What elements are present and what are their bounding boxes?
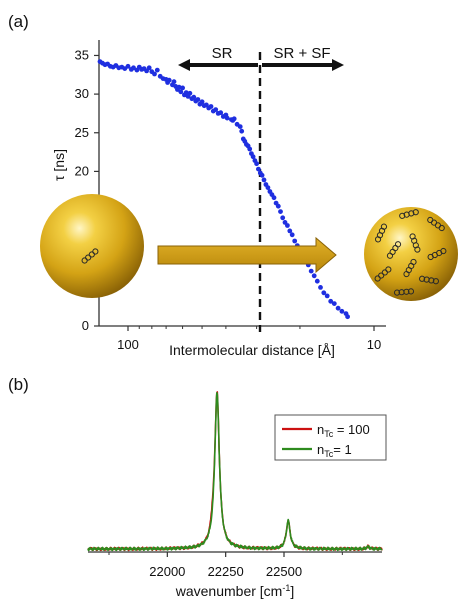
data-point — [328, 298, 334, 304]
chart-a-points — [97, 59, 350, 320]
data-point — [239, 128, 245, 134]
data-point — [247, 146, 253, 152]
data-point — [254, 161, 259, 167]
data-point — [213, 107, 219, 112]
data-point — [187, 90, 193, 96]
data-point — [285, 223, 290, 228]
data-point — [152, 71, 157, 77]
legend-label-2: nTc= 1 — [317, 442, 352, 459]
data-point — [271, 195, 277, 201]
data-point — [311, 273, 317, 279]
data-point — [195, 97, 201, 102]
legend-box — [274, 414, 387, 461]
data-point — [224, 115, 230, 121]
data-point — [191, 94, 197, 100]
chart-b-xtick-label: 22000 — [149, 564, 185, 579]
legend-entry-2: nTc= 1 — [282, 442, 352, 459]
chart-a-ytick-label: 35 — [75, 47, 89, 62]
data-point — [208, 104, 214, 109]
data-point — [146, 65, 152, 71]
chart-a-axes — [98, 40, 386, 327]
chart-a-ytick-label: 0 — [82, 318, 89, 333]
data-point — [180, 85, 186, 91]
legend-label-1: nTc = 100 — [317, 422, 370, 439]
legend: nTc = 100 nTc= 1 — [274, 414, 387, 461]
chart-b-xlabel: wavenumber [cm-1] — [175, 583, 295, 599]
data-point — [287, 228, 293, 234]
chart-a-xtick-label: 10 — [367, 337, 381, 352]
data-point — [345, 314, 350, 320]
data-point — [275, 203, 281, 209]
panel-a-label: (a) — [8, 12, 29, 31]
data-point — [278, 209, 283, 215]
chart-a-xlabel: Intermolecular distance [Å] — [169, 342, 335, 358]
data-point — [218, 110, 224, 116]
data-point — [231, 116, 237, 122]
panel-b-label: (b) — [8, 375, 29, 394]
data-point — [265, 185, 271, 191]
data-point — [166, 77, 172, 83]
data-point — [280, 215, 286, 221]
data-point — [178, 89, 184, 95]
data-point — [259, 172, 265, 178]
data-point — [183, 90, 189, 95]
chart-a-xtick-label: 100 — [117, 337, 139, 352]
chart-a-ytick-label: 20 — [75, 163, 89, 178]
data-point — [318, 285, 323, 290]
data-point — [308, 268, 314, 274]
legend-entry-1: nTc = 100 — [282, 422, 370, 439]
sr-arrow — [178, 59, 258, 71]
chart-b-x-ticks: 22000 22250 22500 — [108, 552, 343, 579]
data-point — [335, 305, 341, 311]
data-point — [261, 177, 267, 183]
sr-sf-arrow — [262, 59, 344, 71]
data-point — [237, 124, 243, 129]
data-point — [199, 99, 205, 105]
data-point — [321, 290, 327, 296]
chart-b: 22000 22250 22500 nTc = 100 nTc= 1 wavenum… — [87, 391, 387, 599]
chart-a-ylabel: τ [ns] — [51, 149, 67, 181]
data-point — [324, 293, 330, 299]
data-point — [125, 63, 131, 69]
chart-b-lines — [87, 391, 383, 552]
series-line-green — [87, 392, 383, 552]
sr-sf-label: SR + SF — [273, 45, 330, 62]
sparse-nanoparticle-illustration — [40, 194, 144, 298]
data-point — [131, 65, 136, 71]
data-point — [171, 79, 177, 85]
chart-a-ytick-label: 25 — [75, 125, 89, 140]
data-point — [154, 67, 160, 73]
chart-a-ytick-label: 30 — [75, 86, 89, 101]
chart-a-x-ticks: 100 10 — [117, 326, 381, 352]
data-point — [331, 301, 337, 306]
sr-label: SR — [212, 45, 233, 62]
data-point — [250, 154, 256, 160]
gold-transition-arrow — [157, 236, 337, 274]
data-point — [292, 238, 298, 244]
chart-b-xtick-label: 22500 — [266, 564, 302, 579]
data-point — [314, 278, 320, 284]
data-point — [339, 308, 345, 314]
dense-nanoparticle-illustration — [364, 207, 458, 301]
chart-b-xtick-label: 22250 — [208, 564, 244, 579]
data-point — [289, 232, 295, 238]
data-point — [256, 166, 261, 172]
